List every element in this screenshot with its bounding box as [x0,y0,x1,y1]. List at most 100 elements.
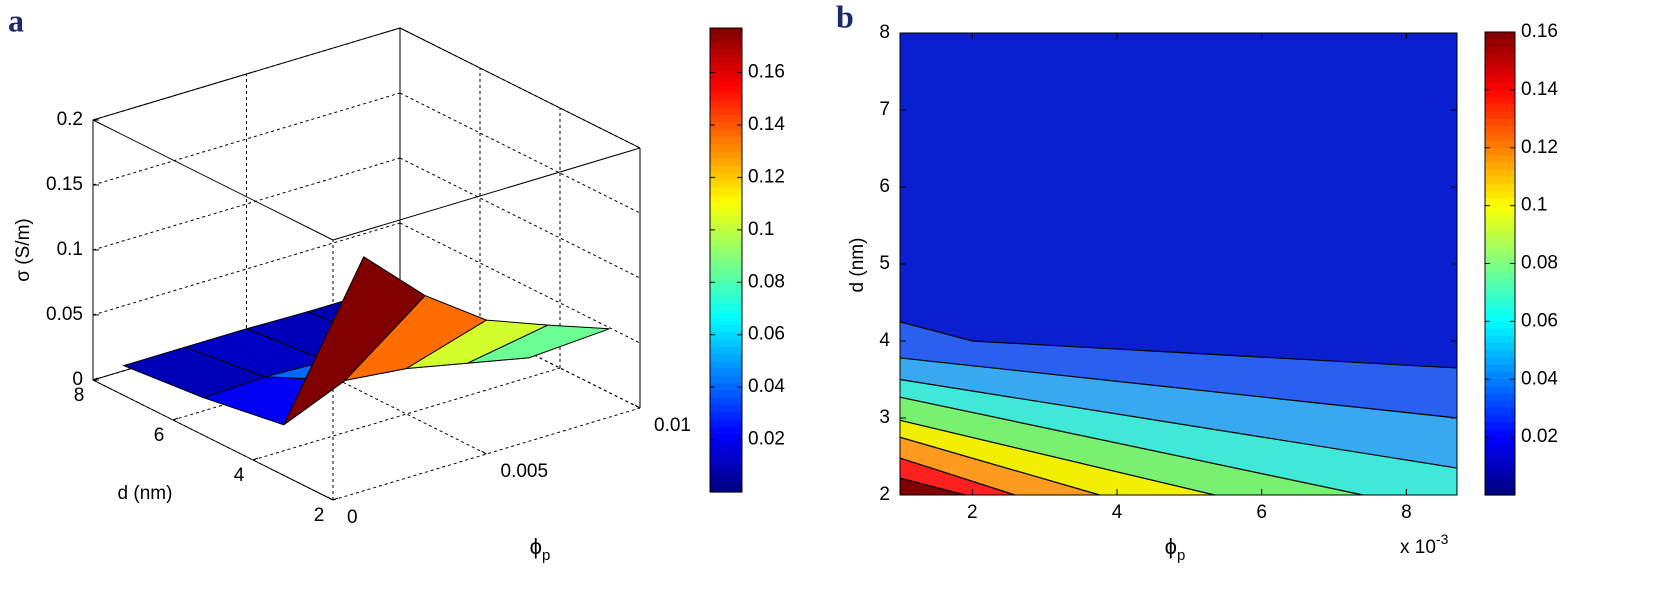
x-tick-label: 4 [1112,502,1123,523]
colorbar-tick-label: 0.06 [1521,310,1558,331]
colorbar-cell [1485,53,1515,62]
colorbar-cell [1485,480,1515,489]
colorbar-cell [1485,422,1515,431]
y-tick-label: 8 [879,22,890,43]
colorbar-cell [710,107,742,116]
colorbar-tick-label: 0.08 [1521,253,1558,274]
box-edge [399,27,641,149]
colorbar-cell [710,390,742,399]
colorbar-cell [710,463,742,471]
colorbar-cell [710,115,742,123]
axis-label-subscript: p [542,547,550,564]
y-tick-label: 5 [879,253,890,274]
colorbar-cell [710,42,742,51]
colorbar-cell [710,187,742,196]
contour-line [899,436,1100,496]
y-tick [92,377,99,381]
colorbar-cell [1485,133,1515,142]
colorbar-cell [1485,444,1515,453]
contour-line [899,396,1364,496]
colorbar-tick-label: 0.12 [1521,137,1558,158]
colorbar-cell [1485,220,1515,228]
y-tick-label: 8 [74,385,85,406]
colorbar-cell [710,274,742,283]
colorbar-tick-label: 0.12 [748,166,785,187]
colorbar-tick-label: 0.16 [748,62,785,83]
colorbar-cell [710,180,742,189]
colorbar-tick-label: 0.06 [748,324,785,345]
y-tick [252,457,259,461]
colorbar-cell [1485,314,1515,322]
colorbar-cell [1485,68,1515,77]
y-tick-label: 2 [879,484,890,505]
colorbar-cell [710,455,742,464]
colorbar-cell [710,441,742,450]
colorbar-cell [1485,234,1515,243]
axis-multiplier-base: x 10 [1400,537,1436,558]
axis-multiplier-exponent: -3 [1436,531,1449,547]
colorbar-tick-label: 0.02 [1521,426,1558,447]
z-tick-label: 0.15 [46,174,83,195]
colorbar-cell [710,303,742,312]
colorbar-cell [1485,292,1515,301]
surface-face [467,324,610,364]
colorbar-cell [1485,458,1515,467]
y-tick-label: 6 [879,176,890,197]
colorbar-cell [710,448,742,457]
colorbar-cell [710,252,742,261]
colorbar-cell [710,484,742,493]
axis-label: σ (S/m) [13,218,34,281]
box-edge [92,119,334,241]
colorbar-cell [710,361,742,370]
colorbar-cell [710,35,742,44]
colorbar-cell [1485,400,1515,409]
colorbar-cell [1485,408,1515,417]
panel-label: b [836,0,854,34]
colorbar-cell [1485,451,1515,460]
colorbar-cell [710,136,742,145]
y-tick-label: 6 [154,425,165,446]
colorbar-cell [1485,227,1515,236]
x-tick-label: 0.005 [501,461,549,482]
colorbar-cell [1485,89,1515,98]
colorbar-cell [1485,111,1515,120]
colorbar-cell [710,383,742,392]
colorbar-cell [1485,191,1515,199]
colorbar-cell [1485,270,1515,279]
colorbar-cell [710,100,742,109]
colorbar-cell [710,397,742,406]
colorbar-cell [1485,393,1515,402]
colorbar-cell [1485,60,1515,69]
colorbar-cell [1485,386,1515,395]
colorbar-cell [1485,147,1515,156]
colorbar-cell [710,347,742,355]
colorbar-cell [710,426,742,435]
contour-line [899,419,1215,496]
colorbar-cell [1485,46,1515,55]
colorbar-cell [710,64,742,73]
colorbar-cell [1485,372,1515,380]
colorbar-cell [1485,364,1515,373]
colorbar-cell [710,267,742,276]
colorbar-cell [710,158,742,167]
x-tick-label: 2 [967,502,978,523]
colorbar-cell [1485,104,1515,113]
colorbar-tick-label: 0.1 [1521,195,1547,216]
contour-line [899,477,966,496]
colorbar-cell [710,49,742,58]
colorbar-cell [1485,343,1515,351]
colorbar-cell [1485,473,1515,482]
colorbar-cell [1485,335,1515,344]
colorbar-cell [1485,249,1515,257]
colorbar-tick-label: 0.14 [1521,79,1558,100]
colorbar-cell [1485,379,1515,388]
colorbar-cell [710,231,742,239]
colorbar-cell [710,310,742,319]
contour-line [899,378,1458,469]
colorbar-cell [1485,75,1515,84]
colorbar-tick-label: 0.14 [748,114,785,135]
colorbar-cell [1485,126,1515,134]
colorbar-cell [710,368,742,377]
colorbar-cell [710,289,742,297]
